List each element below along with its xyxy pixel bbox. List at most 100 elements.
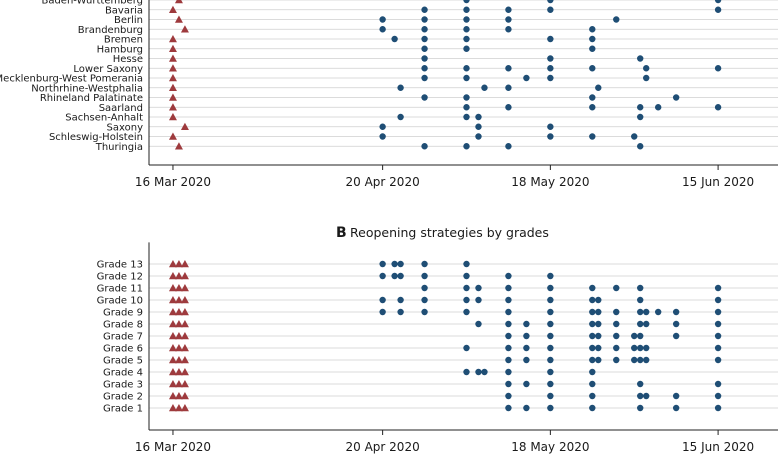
reopening-marker	[463, 0, 470, 4]
closure-marker	[180, 320, 189, 328]
reopening-marker	[391, 260, 398, 268]
reopening-marker	[397, 308, 404, 316]
reopening-marker	[631, 344, 638, 352]
reopening-marker	[714, 308, 722, 316]
closure-marker	[180, 260, 189, 268]
reopening-marker	[714, 332, 722, 340]
reopening-marker	[595, 308, 602, 316]
reopening-marker	[672, 332, 680, 340]
reopening-marker	[589, 392, 596, 400]
reopening-marker	[589, 94, 596, 101]
reopening-marker	[421, 26, 428, 33]
reopening-marker	[397, 84, 404, 91]
reopening-marker	[672, 308, 680, 316]
grade-label: Grade 1	[103, 404, 143, 415]
grade-label: Grade 10	[97, 296, 143, 307]
reopening-marker	[421, 65, 428, 72]
state-label: Thuringia	[95, 142, 143, 153]
closure-marker	[174, 15, 183, 23]
state-label: Lower Saxony	[73, 64, 143, 75]
closure-marker	[168, 272, 177, 280]
closure-marker	[180, 380, 189, 388]
reopening-marker	[643, 320, 650, 328]
reopening-marker	[475, 123, 482, 130]
closure-marker	[180, 356, 189, 364]
closure-marker	[180, 284, 189, 292]
closure-marker	[168, 83, 177, 91]
reopening-marker	[714, 104, 722, 111]
reopening-marker	[505, 392, 512, 400]
reopening-marker	[379, 272, 386, 280]
reopening-marker	[637, 392, 644, 400]
reopening-marker	[637, 104, 644, 111]
reopening-marker	[421, 6, 428, 13]
reopening-marker	[643, 65, 650, 72]
reopening-marker	[643, 344, 650, 352]
reopening-marker	[613, 344, 620, 352]
reopening-marker	[547, 284, 554, 292]
panel-b-letter: B	[336, 225, 347, 241]
closure-marker	[174, 284, 183, 292]
grade-label: Grade 3	[103, 380, 143, 391]
grade-label: Grade 6	[103, 344, 143, 355]
reopening-marker	[421, 143, 428, 150]
x-tick-label: 20 Apr 2020	[346, 175, 420, 189]
reopening-marker	[589, 45, 596, 52]
reopening-marker	[547, 35, 554, 43]
reopening-marker	[714, 404, 722, 412]
reopening-marker	[463, 344, 470, 352]
reopening-marker	[421, 308, 428, 316]
reopening-marker	[547, 380, 554, 388]
reopening-marker	[523, 74, 530, 82]
reopening-marker	[547, 0, 554, 4]
closure-marker	[174, 368, 183, 376]
reopening-marker	[523, 380, 530, 388]
state-label: Northrhine-Westphalia	[31, 83, 143, 94]
closure-marker	[174, 404, 183, 412]
reopening-marker	[475, 368, 482, 376]
reopening-marker	[475, 113, 482, 121]
reopening-marker	[547, 55, 554, 62]
reopening-marker	[547, 123, 554, 130]
reopening-marker	[631, 356, 638, 364]
reopening-marker	[637, 308, 644, 316]
reopening-marker	[637, 380, 644, 388]
reopening-marker	[397, 113, 404, 121]
state-label: Mecklenburg-West Pomerania	[0, 74, 143, 85]
reopening-marker	[505, 26, 512, 33]
reopening-marker	[391, 35, 398, 43]
closure-marker	[174, 320, 183, 328]
reopening-marker	[421, 94, 428, 101]
closure-marker	[174, 272, 183, 280]
x-tick-label: 20 Apr 2020	[346, 440, 420, 454]
closure-marker	[180, 368, 189, 376]
reopening-marker	[397, 296, 404, 304]
reopening-marker	[463, 94, 470, 101]
closure-marker	[180, 25, 189, 33]
reopening-marker	[637, 320, 644, 328]
reopening-marker	[589, 380, 596, 388]
reopening-marker	[505, 332, 512, 340]
reopening-marker	[379, 133, 386, 140]
reopening-marker	[613, 308, 620, 316]
closure-marker	[168, 320, 177, 328]
reopening-marker	[475, 296, 482, 304]
reopening-marker	[505, 380, 512, 388]
reopening-marker	[523, 344, 530, 352]
closure-marker	[174, 344, 183, 352]
closure-marker	[174, 296, 183, 304]
closure-marker	[168, 344, 177, 352]
closure-marker	[174, 260, 183, 268]
reopening-marker	[505, 65, 512, 72]
reopening-marker	[589, 26, 596, 33]
closure-marker	[180, 308, 189, 316]
reopening-marker	[421, 260, 428, 268]
closure-marker	[168, 368, 177, 376]
reopening-marker	[589, 320, 596, 328]
reopening-marker	[391, 272, 398, 280]
reopening-marker	[421, 74, 428, 82]
grade-label: Grade 12	[97, 272, 143, 283]
grade-label: Grade 11	[97, 284, 143, 295]
reopening-marker	[613, 320, 620, 328]
